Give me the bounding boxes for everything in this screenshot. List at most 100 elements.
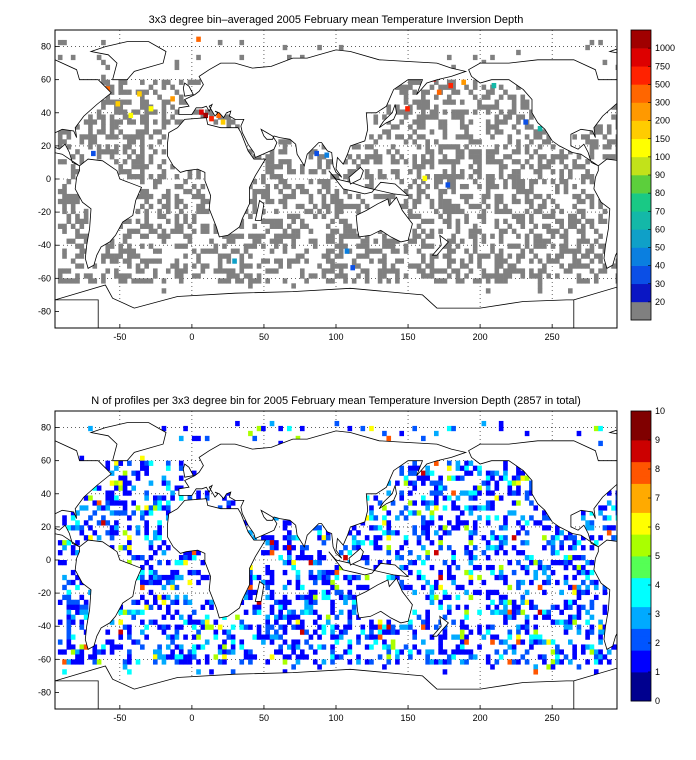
heatmap-cell: [75, 540, 80, 546]
heatmap-cell: [178, 228, 184, 234]
heatmap-cell: [278, 179, 283, 185]
heatmap-cell: [230, 238, 236, 244]
heatmap-cell: [183, 218, 188, 224]
heatmap-cell: [537, 129, 543, 135]
heatmap-cell: [157, 174, 162, 180]
heatmap-cell: [399, 624, 405, 630]
heatmap-cell: [161, 278, 167, 284]
heatmap-cell: [204, 619, 210, 625]
heatmap-cell: [351, 594, 357, 601]
heatmap-cell: [239, 268, 245, 274]
coastline-australia: [355, 196, 413, 243]
heatmap-cell: [343, 218, 348, 224]
heatmap-cell: [602, 268, 608, 274]
heatmap-cell: [442, 188, 448, 195]
heatmap-cell: [144, 208, 149, 215]
heatmap-cell: [373, 540, 379, 546]
heatmap-cell: [429, 233, 435, 239]
heatmap-cell: [122, 545, 128, 551]
colorbar-label-1: 1: [655, 667, 660, 677]
heatmap-cell: [183, 243, 188, 249]
heatmap-cell: [161, 193, 167, 200]
heatmap-cell: [611, 139, 616, 145]
heatmap-cell: [615, 515, 617, 521]
heatmap-cell: [204, 574, 210, 581]
heatmap-cell: [550, 228, 556, 234]
heatmap-cell: [252, 223, 258, 229]
heatmap-cell: [96, 500, 102, 506]
heatmap-cell: [321, 183, 327, 190]
heatmap-cell: [291, 218, 296, 224]
heatmap-cell: [299, 54, 305, 61]
heatmap-cell: [161, 114, 167, 120]
heatmap-cell: [109, 253, 115, 259]
heatmap-cell: [490, 134, 495, 140]
heatmap-cell: [161, 505, 167, 511]
heatmap-cell: [585, 644, 590, 650]
heatmap-cell: [382, 268, 387, 274]
heatmap-cell: [472, 555, 478, 561]
heatmap-cell: [429, 520, 435, 526]
heatmap-cell-colored-17: [491, 82, 497, 89]
heatmap-cell: [377, 545, 383, 551]
colorbar-label-6: 6: [655, 522, 660, 532]
heatmap-cell: [533, 243, 539, 249]
heatmap-cell: [213, 268, 219, 274]
heatmap-cell: [511, 169, 517, 175]
heatmap-cell: [382, 430, 387, 437]
heatmap-cell: [144, 530, 149, 536]
heatmap-cell: [433, 179, 439, 185]
heatmap-cell: [144, 465, 149, 471]
heatmap-cell: [524, 540, 530, 546]
heatmap-cell: [451, 174, 456, 180]
heatmap-cell: [576, 540, 582, 546]
heatmap-cell: [200, 263, 206, 269]
heatmap-cell: [122, 273, 128, 279]
heatmap-cell: [269, 545, 275, 551]
heatmap-cell: [261, 535, 266, 541]
heatmap-cell: [127, 634, 132, 640]
heatmap-cell: [572, 614, 577, 620]
heatmap-cell: [498, 164, 504, 170]
coastline-new-zealand: [431, 615, 449, 637]
heatmap-cell: [459, 169, 465, 175]
heatmap-cell: [606, 139, 612, 145]
heatmap-cell: [148, 258, 154, 264]
heatmap-cell: [537, 560, 543, 566]
heatmap-cell: [537, 134, 543, 140]
heatmap-cell: [170, 490, 175, 496]
heatmap-cell: [602, 134, 608, 140]
heatmap-cell: [433, 579, 439, 586]
heatmap-cell: [399, 89, 405, 95]
heatmap-cell: [144, 89, 149, 95]
heatmap-cell: [325, 183, 331, 190]
heatmap-cell: [291, 545, 296, 551]
heatmap-cell: [70, 198, 76, 205]
heatmap-cell: [559, 159, 564, 165]
heatmap-cell: [503, 649, 508, 655]
coastline-south-america: [593, 158, 617, 269]
heatmap-cell: [451, 490, 456, 496]
heatmap-cell: [373, 639, 379, 645]
heatmap-cell: [429, 470, 435, 476]
heatmap-cell: [546, 238, 552, 244]
heatmap-cell: [412, 510, 417, 516]
heatmap-cell: [135, 253, 141, 259]
heatmap-cell: [299, 164, 305, 170]
heatmap-cell: [498, 475, 504, 481]
heatmap-cell: [451, 159, 456, 165]
heatmap-cell: [161, 149, 167, 155]
heatmap-cell: [537, 243, 543, 249]
heatmap-cell: [291, 283, 296, 289]
heatmap-cell: [356, 659, 361, 665]
heatmap-cell: [529, 218, 534, 224]
heatmap-cell: [174, 485, 180, 491]
heatmap-cell: [572, 599, 577, 605]
heatmap-cell: [356, 530, 361, 536]
heatmap-cell: [226, 119, 232, 125]
heatmap-cell: [369, 525, 374, 531]
heatmap-cell: [291, 639, 296, 645]
heatmap-cell: [546, 515, 552, 521]
heatmap-cell: [425, 183, 430, 190]
heatmap-cell: [520, 540, 526, 546]
